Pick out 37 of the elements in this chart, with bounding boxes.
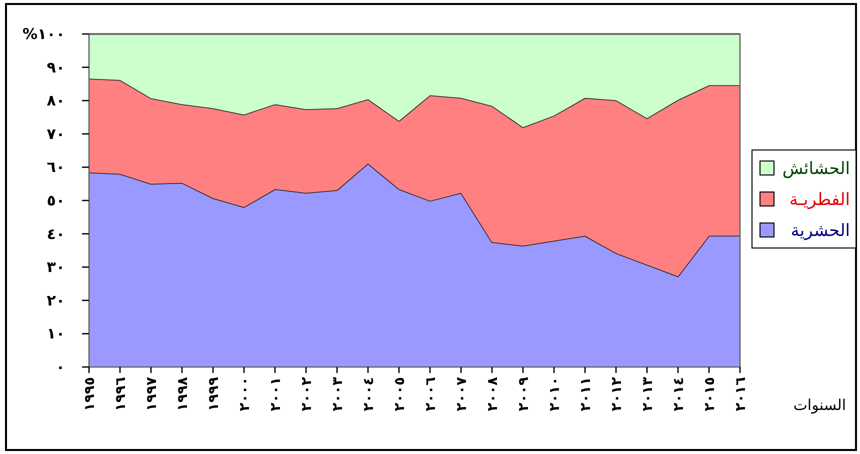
x-tick-label: ٢٠٠٣ xyxy=(330,376,346,412)
y-tick-label: ١٠ xyxy=(46,324,65,343)
x-axis-title: السنوات xyxy=(793,396,846,414)
x-tick-label: ١٩٩٦ xyxy=(113,376,129,412)
x-tick-label: ٢٠٠٥ xyxy=(392,377,408,412)
y-tick-label: ٨٠ xyxy=(46,92,65,110)
x-tick-label: ٢٠١٥ xyxy=(702,377,718,412)
y-tick-label: ٥٠ xyxy=(46,192,65,210)
x-tick-label: ٢٠١٠ xyxy=(547,377,563,412)
x-tick-label: ٢٠٠٦ xyxy=(423,376,439,412)
y-tick-label: ٠ xyxy=(56,358,65,376)
x-tick-label: ١٩٩٨ xyxy=(175,376,191,412)
text: الحشرية xyxy=(790,221,850,241)
legend-label: الحشائش xyxy=(782,159,850,179)
y-tick-label: ٣٠ xyxy=(46,258,65,276)
y-tick-label: ٧٠ xyxy=(46,124,65,143)
legend-label: الفطريـة xyxy=(789,190,850,210)
x-tick-label: ٢٠١٢ xyxy=(609,376,625,412)
x-tick-label: ٢٠٠٤ xyxy=(361,377,377,412)
x-tick-label: ٢٠١٣ xyxy=(640,376,656,412)
y-tick-label: %١٠٠ xyxy=(22,25,65,43)
x-tick-label: ٢٠٠١ xyxy=(268,377,284,412)
x-tick-label: ١٩٩٧ xyxy=(144,376,160,412)
x-tick-label: ٢٠١٤ xyxy=(671,377,687,412)
y-tick-label: ٦٠ xyxy=(46,158,65,176)
x-tick-label: ١٩٩٩ xyxy=(206,376,222,412)
x-tick-label: ١٩٩٥ xyxy=(82,377,98,412)
y-tick-label: ٤٠ xyxy=(46,224,65,243)
y-tick-label: ٢٠ xyxy=(46,291,65,310)
x-tick-label: ٢٠٠٢ xyxy=(299,376,315,412)
x-tick-label: ٢٠٠٧ xyxy=(454,376,470,412)
x-tick-label: ٢٠١٦ xyxy=(733,376,749,412)
y-tick-label: ٩٠ xyxy=(46,58,65,76)
x-tick-label: ٢٠١١ xyxy=(578,377,594,412)
x-tick-label: ٢٠٠٨ xyxy=(485,376,501,412)
x-tick-label: ٢٠٠٠ xyxy=(237,377,253,412)
x-tick-label: ٢٠٠٩ xyxy=(516,376,532,412)
